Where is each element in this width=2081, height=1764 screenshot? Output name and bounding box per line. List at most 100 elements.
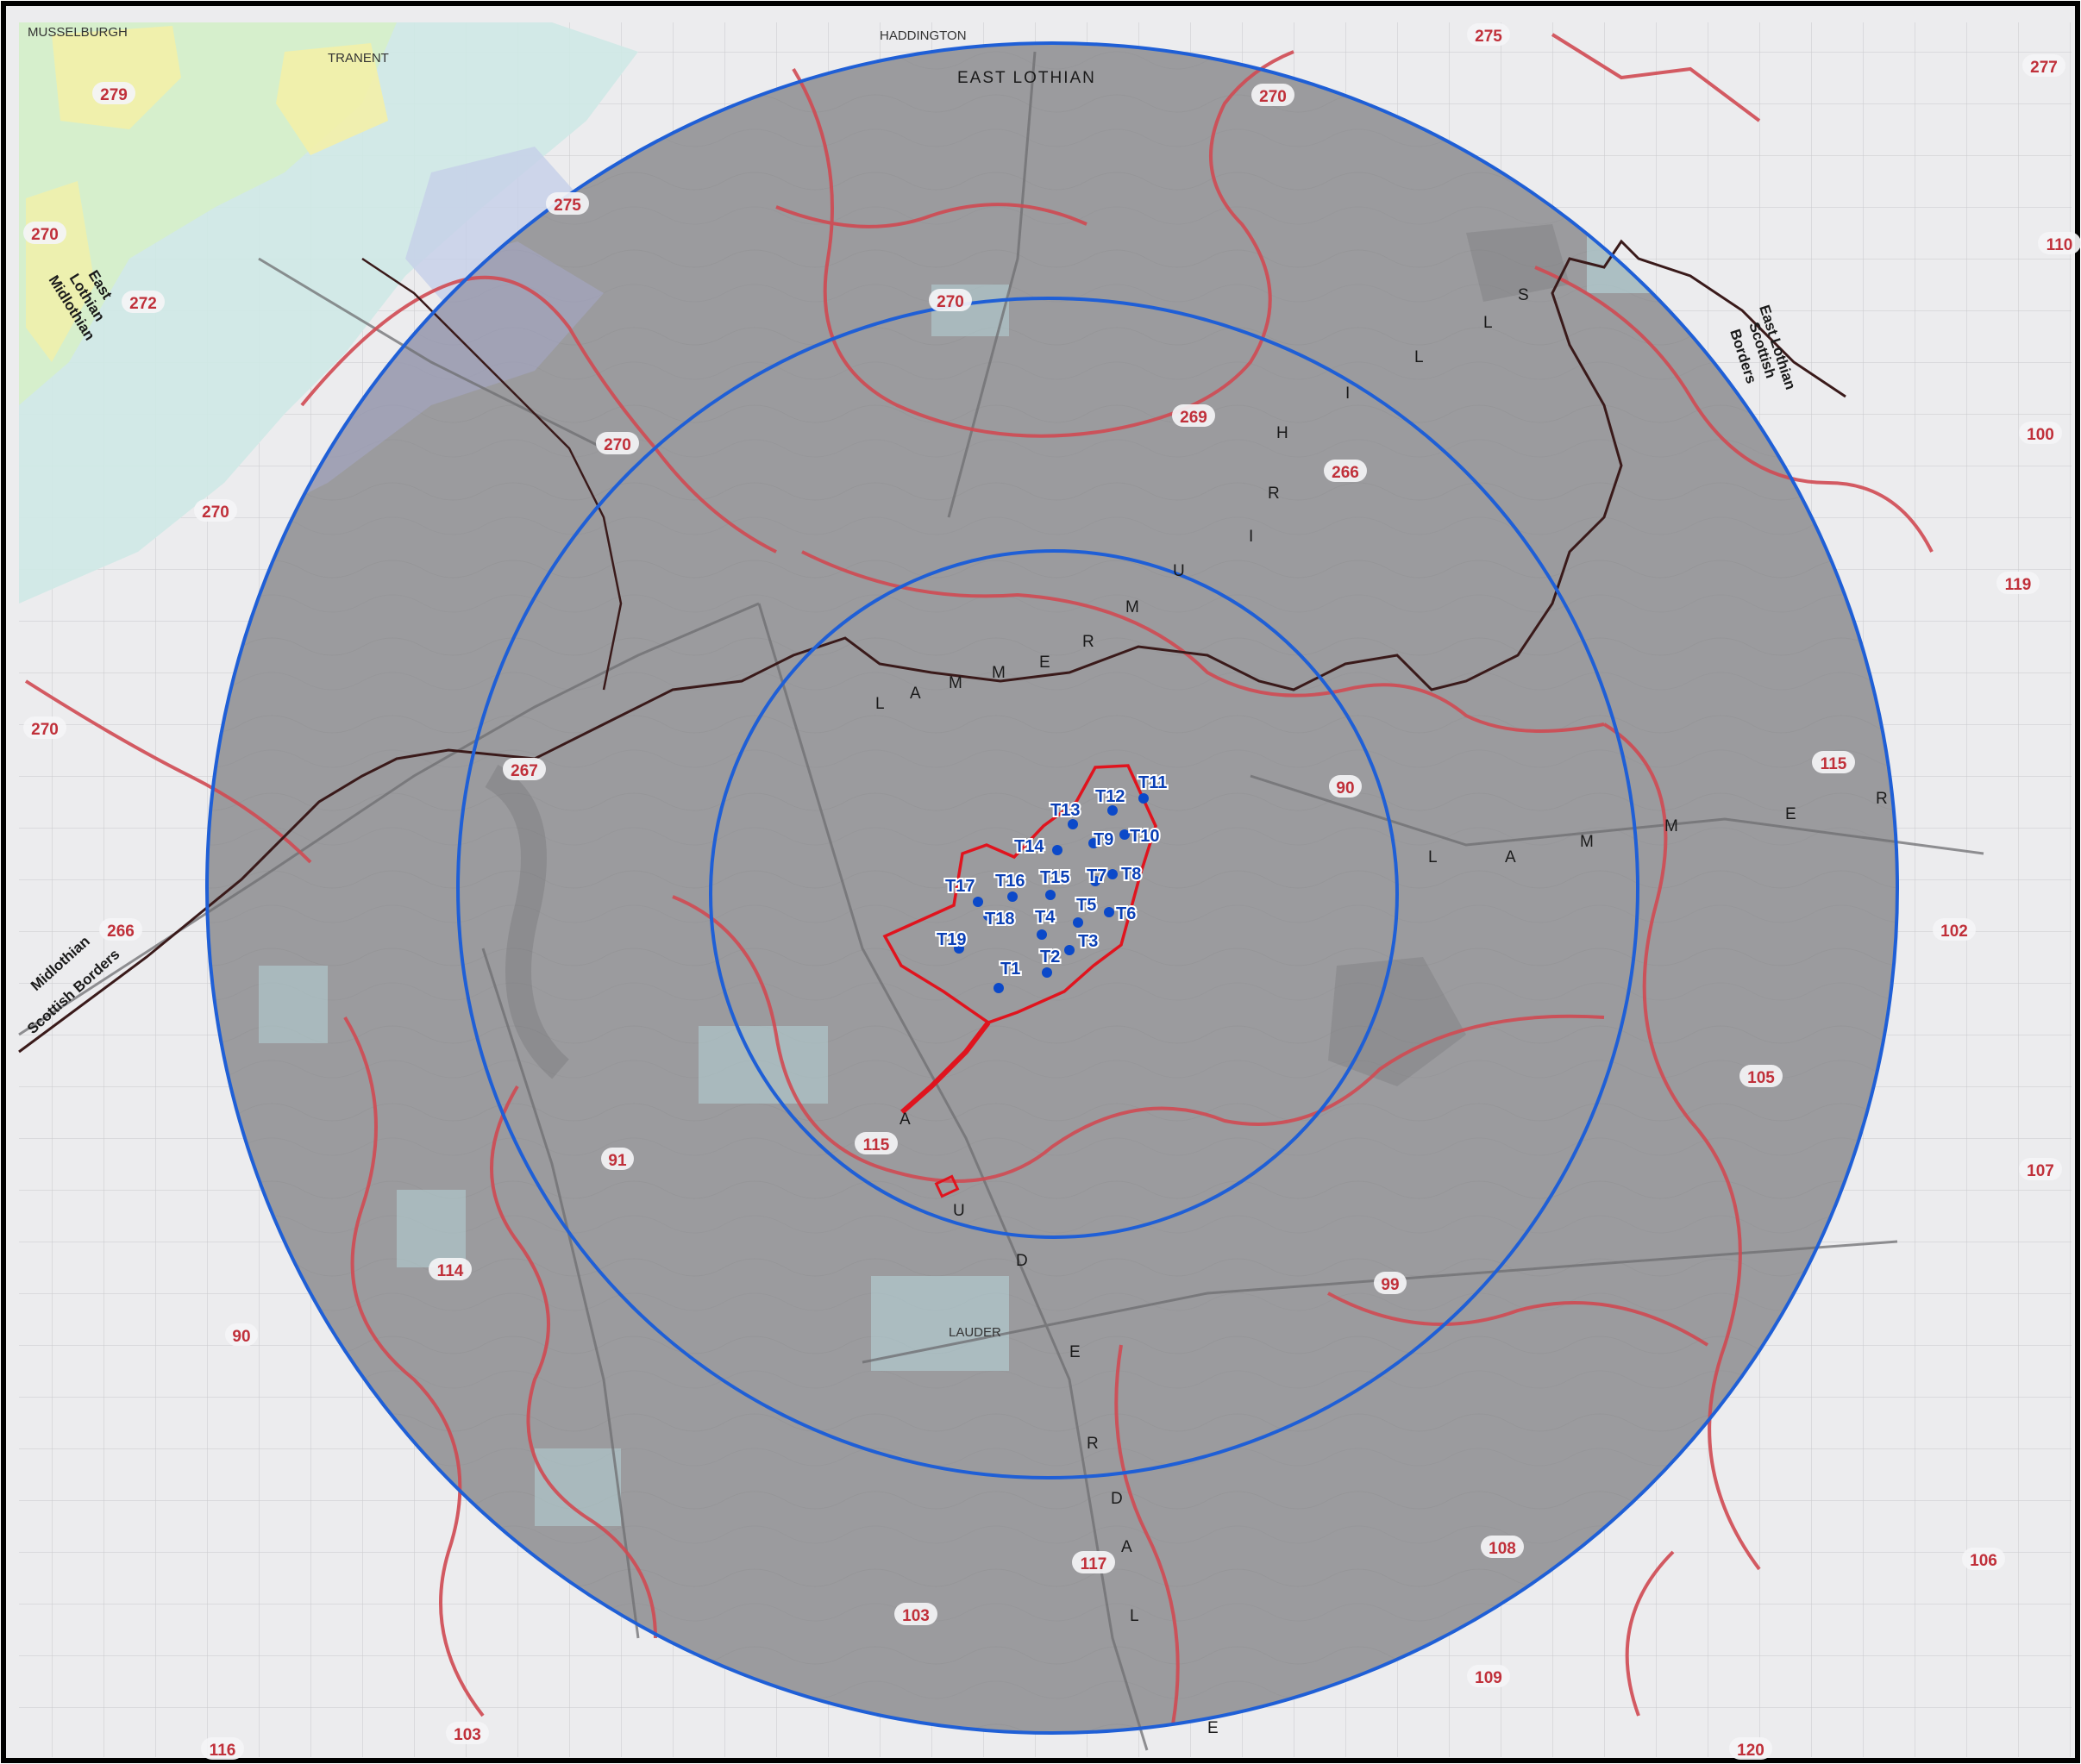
- lca-label-text: 115: [1821, 755, 1847, 773]
- terrain-letter: D: [1016, 1252, 1030, 1270]
- turbine-dot: [993, 983, 1004, 993]
- turbine-label: T6: [1116, 904, 1136, 923]
- lca-label-bg: [1481, 1536, 1524, 1558]
- turbine-label: T9: [1094, 830, 1113, 849]
- lca-label-bg: [1933, 918, 1976, 941]
- terrain-letter: L: [1483, 314, 1495, 332]
- lca-label-bg: [1172, 404, 1215, 427]
- turbine-dot: [1052, 845, 1062, 855]
- lca-label-text: 117: [1081, 1555, 1107, 1573]
- turbine-dot: [1104, 907, 1114, 917]
- lca-label-text: 275: [1475, 28, 1502, 46]
- lca-label: 109: [1467, 1665, 1510, 1687]
- turbine-dot: [983, 910, 993, 921]
- lca-label-bg: [201, 1737, 244, 1760]
- terrain-letter: D: [1111, 1490, 1125, 1508]
- lca-label-bg: [1812, 751, 1855, 773]
- turbine-label: T8: [1121, 865, 1141, 884]
- lca-label-bg: [92, 82, 135, 104]
- turbine-t17: T17: [943, 875, 983, 907]
- lca-label: 270: [23, 222, 66, 244]
- lca-label-text: 103: [454, 1726, 481, 1744]
- lca-label-text: 115: [863, 1136, 890, 1154]
- lca-label-bg: [99, 918, 142, 941]
- turbine-t12: T12: [1094, 785, 1126, 816]
- turbine-label: T17: [945, 877, 975, 896]
- study-rings: [205, 41, 1899, 1735]
- lca-label-text: 103: [902, 1607, 930, 1625]
- lca-label-text: 116: [210, 1742, 236, 1760]
- lca-label: 120: [1729, 1737, 1772, 1760]
- lca-label-text: 267: [511, 762, 538, 780]
- lca-label-bg: [23, 222, 66, 244]
- terrain-letter: R: [1876, 790, 1890, 808]
- terrain-letter: A: [1121, 1538, 1134, 1556]
- turbine-t3: T3: [1064, 930, 1100, 955]
- lca-label: 266: [99, 918, 142, 941]
- turbine-t9: T9: [1088, 829, 1115, 851]
- terrain-letter: M: [1580, 833, 1595, 851]
- terrain-letter: E: [1069, 1343, 1082, 1361]
- lca-label-text: 270: [604, 436, 631, 454]
- lca-label-text: 272: [129, 295, 157, 313]
- turbine-t14: T14: [1012, 835, 1062, 858]
- turbine-dot: [1088, 838, 1099, 848]
- lca-label-text: 102: [1940, 923, 1968, 941]
- lca-label: 270: [596, 432, 639, 454]
- place-label: MUSSELBURGH: [28, 25, 128, 40]
- turbine-dot: [1073, 917, 1083, 928]
- lca-label-bg: [1739, 1065, 1783, 1087]
- lca-label-bg: [194, 499, 237, 522]
- terrain-letter: I: [1345, 385, 1351, 403]
- lca-label-bg: [23, 716, 66, 739]
- lca-labels: 279 275 275 270 270 270 270 270 270 277 272 110 269 2…: [23, 23, 2081, 1760]
- turbine-dot: [1138, 793, 1149, 804]
- lca-label-text: 90: [232, 1328, 250, 1346]
- lca-label: 99: [1374, 1272, 1407, 1294]
- terrain-letter: A: [899, 1110, 912, 1129]
- lca-label-bg: [2022, 54, 2065, 77]
- terrain-letter: L: [875, 695, 887, 713]
- lca-label-bg: [1324, 460, 1367, 482]
- nw-lowland-shading: [19, 22, 638, 604]
- lca-label: 277: [2022, 54, 2065, 77]
- turbine-dot: [1064, 945, 1075, 955]
- terrain-letter: E: [1785, 805, 1798, 823]
- turbine-label: T16: [995, 872, 1025, 891]
- site-access-track: [900, 1021, 991, 1115]
- lca-label: 116: [201, 1737, 244, 1760]
- turbine-label: T3: [1078, 932, 1098, 951]
- lca-label: 102: [1933, 918, 1976, 941]
- terrain-letter: H: [1276, 424, 1290, 442]
- turbine-dot: [1007, 891, 1018, 902]
- ring-inner: [709, 549, 1399, 1239]
- turbine-layout: T1 T2 T3 T4 T5 T6 T7 T8 T9 T10 T11 T12 T13 T14 T15 T16 T…: [935, 772, 1169, 993]
- terrain-letter: U: [953, 1202, 967, 1220]
- turbine-label: T11: [1138, 773, 1167, 792]
- turbine-t5: T5: [1073, 894, 1098, 928]
- lca-label-text: 270: [31, 721, 59, 739]
- lca-label-text: 107: [2027, 1162, 2054, 1180]
- lca-label: 270: [23, 716, 66, 739]
- lca-label: 269: [1172, 404, 1215, 427]
- lca-label-bg: [1329, 775, 1362, 798]
- lca-label-text: 100: [2027, 426, 2054, 444]
- terrain-lettering: L A M M E R M U I R H I L L S L A M M E R A U D E R D A L E: [875, 286, 1890, 1737]
- turbine-t7: T7: [1085, 865, 1108, 887]
- terrain-letter: E: [1207, 1719, 1220, 1737]
- turbine-t10: T10: [1119, 825, 1161, 848]
- lca-label-bg: [1374, 1272, 1407, 1294]
- turbine-label: T7: [1087, 866, 1106, 885]
- terrain-letter: L: [1130, 1607, 1141, 1625]
- lca-label: 117: [1072, 1551, 1115, 1573]
- turbine-label: T1: [1000, 960, 1020, 979]
- turbine-label: T2: [1040, 948, 1060, 966]
- lca-label-text: 114: [437, 1262, 464, 1280]
- terrain-letter: M: [1664, 817, 1680, 835]
- lca-label-bg: [2019, 1158, 2062, 1180]
- terrain-letter: R: [1268, 485, 1282, 503]
- lca-label-text: 275: [554, 197, 581, 215]
- lca-label-bg: [503, 758, 546, 780]
- lca-label-bg: [1251, 84, 1294, 106]
